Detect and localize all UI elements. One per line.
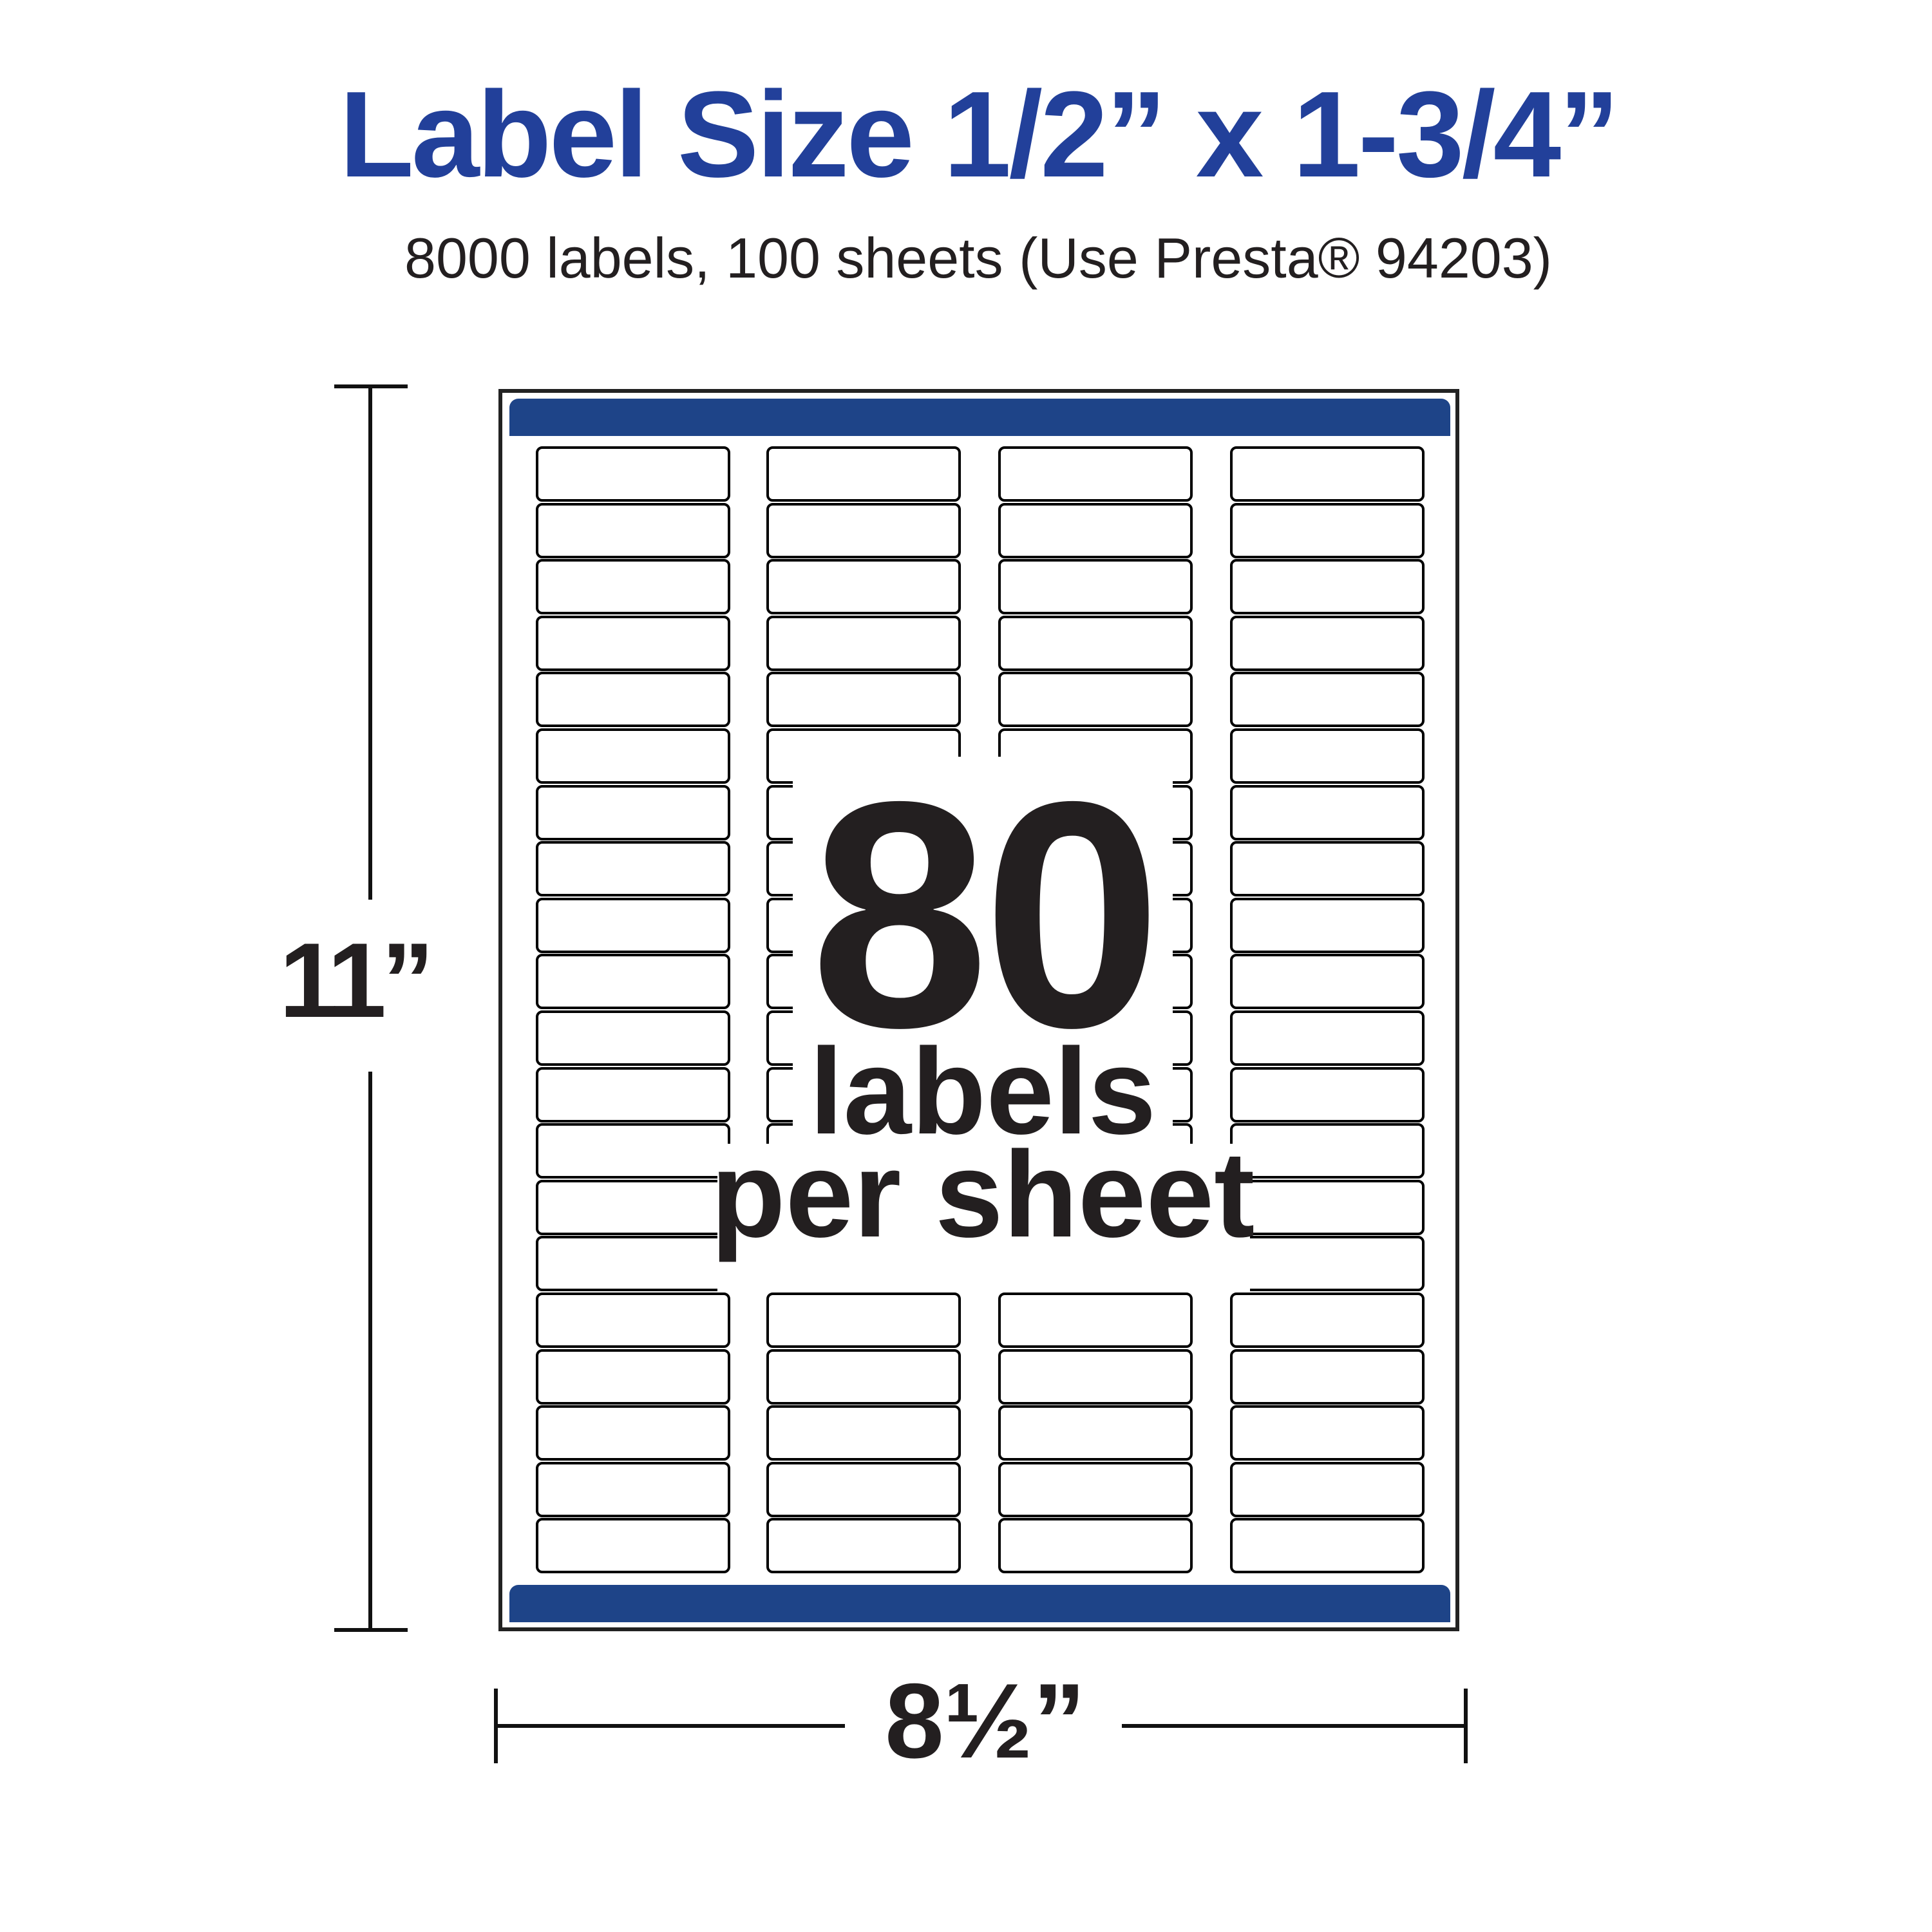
label-cell: [1230, 784, 1425, 840]
label-cell: [1230, 841, 1425, 897]
label-cell: [1230, 1179, 1425, 1235]
label-cell: [536, 1293, 730, 1348]
width-label: 8½”: [885, 1662, 1086, 1780]
label-cell: [1230, 1405, 1425, 1461]
bottom-blue-bar: [509, 1585, 1450, 1622]
label-cell: [1230, 1236, 1425, 1292]
label-cell: [766, 1405, 961, 1461]
label-cell: [766, 446, 961, 502]
label-cell: [766, 615, 961, 671]
label-cell: [998, 672, 1193, 728]
label-cell: [536, 728, 730, 784]
labels-text: labels: [809, 1023, 1157, 1160]
label-count: 80: [810, 734, 1162, 1094]
label-cell: [766, 1349, 961, 1405]
label-cell: [1230, 1123, 1425, 1179]
label-cell: [1230, 1349, 1425, 1405]
label-sheet: 80 labels per sheet: [498, 389, 1459, 1631]
page-title: Label Size 1/2” x 1-3/4”: [339, 66, 1620, 203]
label-cell: [536, 1179, 730, 1235]
label-cell: [766, 1461, 961, 1517]
dimension-line: [368, 386, 372, 900]
label-cell: [536, 1066, 730, 1122]
label-cell: [536, 502, 730, 558]
label-cell: [536, 672, 730, 728]
label-cell: [1230, 897, 1425, 953]
label-cell: [998, 502, 1193, 558]
label-cell: [536, 1518, 730, 1574]
label-cell: [536, 1349, 730, 1405]
label-cell: [1230, 1461, 1425, 1517]
height-label: 11”: [279, 921, 435, 1039]
label-cell: [1230, 1518, 1425, 1574]
per-sheet-text: per sheet: [710, 1126, 1255, 1263]
label-cell: [536, 784, 730, 840]
label-cell: [998, 1293, 1193, 1348]
label-cell: [1230, 954, 1425, 1010]
subtitle: 8000 labels, 100 sheets (Use Presta® 942…: [404, 226, 1552, 290]
label-cell: [766, 1293, 961, 1348]
label-cell: [998, 1349, 1193, 1405]
dimension-line: [1122, 1724, 1466, 1728]
label-cell: [1230, 1293, 1425, 1348]
center-mask: [793, 757, 1173, 1146]
label-cell: [998, 1518, 1193, 1574]
label-cell: [536, 897, 730, 953]
label-cell: [1230, 672, 1425, 728]
dimension-tick: [334, 1628, 408, 1632]
label-cell: [536, 1123, 730, 1179]
label-cell: [536, 1461, 730, 1517]
label-cell: [998, 615, 1193, 671]
label-cell: [1230, 1066, 1425, 1122]
label-cell: [766, 559, 961, 615]
label-cell: [536, 1405, 730, 1461]
label-cell: [998, 446, 1193, 502]
label-cell: [536, 559, 730, 615]
label-cell: [536, 954, 730, 1010]
label-cell: [1230, 615, 1425, 671]
label-cell: [536, 446, 730, 502]
label-cell: [1230, 728, 1425, 784]
label-cell: [1230, 559, 1425, 615]
center-mask-lower: [717, 1144, 1250, 1292]
dimension-line: [496, 1724, 845, 1728]
top-blue-bar: [509, 399, 1450, 436]
label-cell: [998, 1461, 1193, 1517]
label-cell: [1230, 446, 1425, 502]
label-cell: [766, 672, 961, 728]
label-cell: [766, 1518, 961, 1574]
dimension-tick: [1464, 1689, 1468, 1763]
label-cell: [1230, 1010, 1425, 1066]
label-cell: [998, 1405, 1193, 1461]
label-cell: [536, 615, 730, 671]
label-cell: [536, 841, 730, 897]
label-cell: [536, 1010, 730, 1066]
label-cell: [998, 559, 1193, 615]
label-cell: [766, 502, 961, 558]
dimension-line: [368, 1072, 372, 1630]
label-cell: [1230, 502, 1425, 558]
